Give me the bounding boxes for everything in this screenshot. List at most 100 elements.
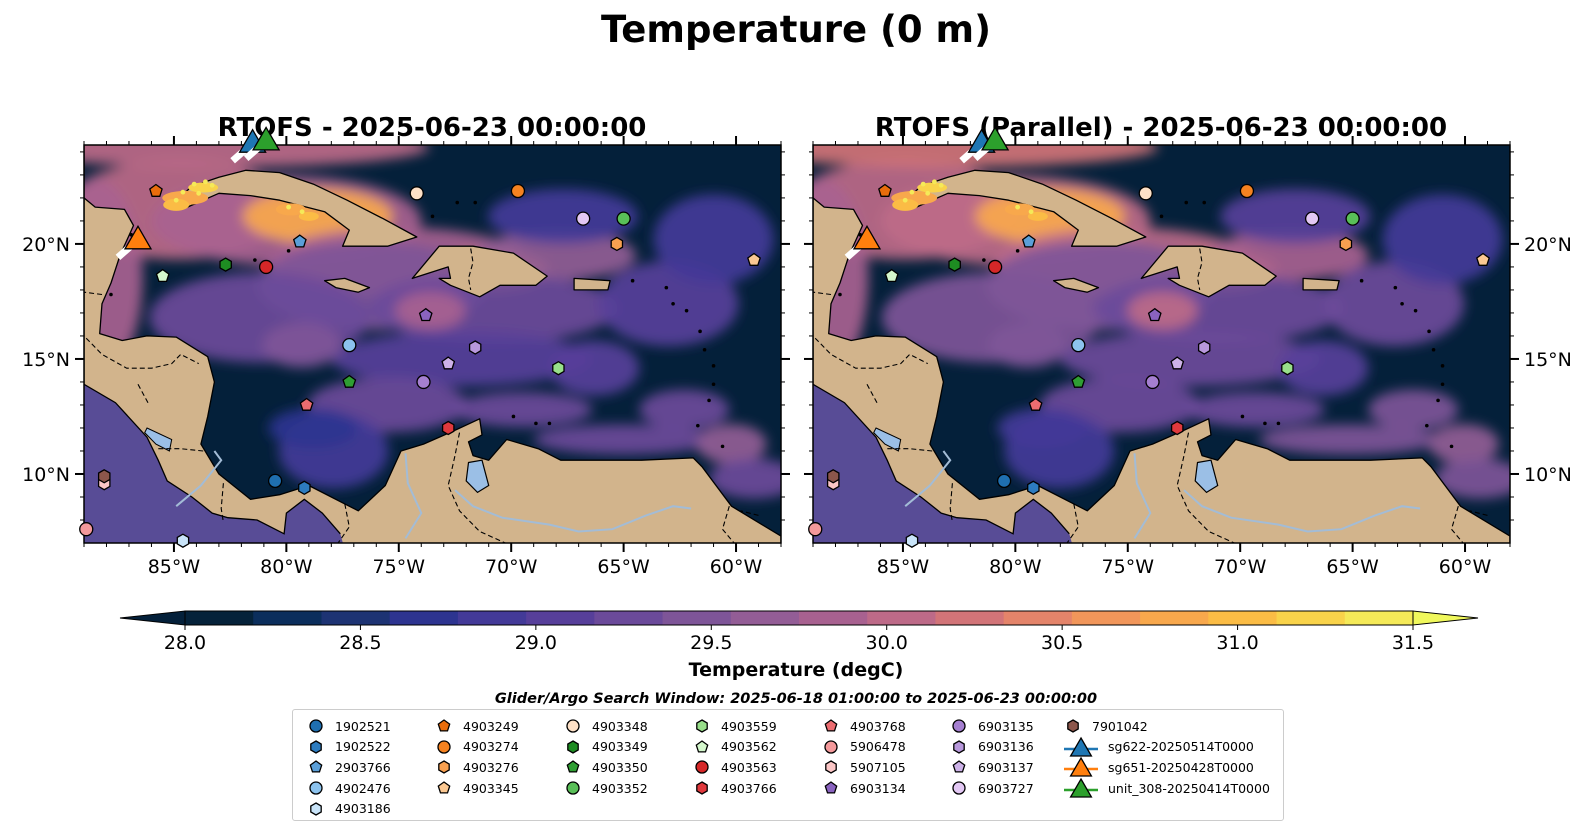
small-island — [720, 444, 725, 449]
legend-label: 4902476 — [335, 780, 391, 796]
jamaica — [323, 277, 371, 293]
legend-entry-1902522: 1902522 — [307, 737, 391, 758]
colorbar-cells — [119, 610, 1479, 626]
lagoon-hotspot — [932, 179, 937, 185]
small-island — [1202, 200, 1207, 205]
legend-label: 5907105 — [850, 759, 906, 775]
colorbar-cell — [526, 611, 595, 625]
legend-label: 6903134 — [850, 780, 906, 796]
hexagon-marker-icon — [696, 719, 708, 734]
axis-ticks: 85°W 80°W 75°W 70°W 65°W 60°W 10°N 15°N 20°N — [22, 136, 790, 578]
small-island — [711, 364, 716, 368]
legend-label: 6903136 — [978, 739, 1034, 755]
colorbar-cell — [935, 611, 1005, 625]
legend-column: 4903348 4903349 4903350 4903352 — [564, 716, 648, 798]
lagoon-hotspot — [163, 198, 190, 211]
small-island — [1240, 414, 1245, 419]
legend-marker — [309, 719, 323, 733]
country-border — [220, 483, 224, 523]
circle-marker-icon — [309, 719, 323, 733]
legend-entry-1902521: 1902521 — [307, 716, 391, 737]
temperature-patch — [395, 291, 466, 330]
float-4903768 — [1028, 397, 1043, 411]
legend-label: 4903352 — [592, 780, 648, 796]
country-border — [740, 510, 759, 516]
station-markers — [808, 126, 1490, 548]
small-island — [671, 301, 675, 306]
triangle-line-marker-icon — [1064, 736, 1098, 757]
float-4902476 — [342, 338, 357, 353]
float-6903136 — [1197, 340, 1211, 355]
circle-marker-icon — [309, 781, 323, 795]
circle-marker-icon — [566, 719, 580, 733]
float-6903135 — [416, 374, 431, 390]
float-1902522 — [1027, 480, 1040, 496]
legend-label: 4903768 — [850, 718, 906, 734]
cuba — [173, 169, 418, 247]
small-island — [1015, 249, 1020, 253]
axis-ticks: 85°W 80°W 75°W 70°W 65°W 60°W 10°N 15°N 20°N — [804, 136, 1572, 578]
lon-tick-label: 85°W — [148, 556, 201, 578]
country-border — [137, 384, 150, 406]
legend-label: 6903727 — [978, 780, 1034, 796]
colorbar-cell — [1003, 611, 1073, 625]
float-4902476 — [1071, 338, 1086, 353]
country-border — [337, 503, 350, 543]
legend-entry-6903137: 6903137 — [950, 757, 1034, 778]
small-island — [698, 329, 702, 334]
lake-maracaibo — [465, 459, 490, 494]
lon-tick-label: 65°W — [1326, 556, 1379, 578]
legend-marker — [1069, 736, 1093, 757]
lat-tick-label: 15°N — [1524, 349, 1572, 371]
lon-tick-label: 80°W — [989, 556, 1042, 578]
lagoon-hotspot — [1027, 211, 1048, 221]
float-4903249 — [149, 183, 163, 197]
lagoon-hotspot — [203, 179, 208, 185]
country-border — [1176, 432, 1236, 543]
float-6903137 — [441, 356, 456, 370]
river — [904, 450, 952, 507]
colorbar-tick-label: 31.5 — [1392, 632, 1434, 654]
legend-column: 4903249 4903274 4903276 4903345 — [435, 716, 519, 798]
legend-marker — [310, 740, 322, 754]
country-border — [1196, 248, 1203, 291]
legend-label: 5906478 — [850, 739, 906, 755]
legend-label: 4903766 — [721, 780, 777, 796]
lon-tick-label: 70°W — [1214, 556, 1267, 578]
legend-label: 4903249 — [463, 718, 519, 734]
small-island — [1400, 301, 1404, 306]
small-island — [534, 421, 538, 426]
float-1902521 — [267, 473, 283, 489]
legend-entry-6903134: 6903134 — [822, 778, 906, 799]
lagoon-hotspot — [299, 209, 305, 215]
lagoon-hotspot — [196, 190, 202, 196]
legend-entry-2903766: 2903766 — [307, 757, 391, 778]
float-4903562 — [884, 268, 899, 283]
legend-marker — [310, 801, 322, 816]
river — [404, 453, 423, 539]
float-4903559 — [552, 360, 565, 376]
legend-marker — [695, 760, 709, 775]
country-border — [467, 248, 474, 291]
float-4903562 — [155, 268, 170, 283]
legend-entry-4903766: 4903766 — [693, 778, 777, 799]
temperature-patch — [1368, 389, 1459, 430]
temperature-patch — [487, 188, 638, 244]
temperature-patch — [268, 407, 359, 448]
float-5906478 — [79, 522, 94, 537]
circle-marker-icon — [437, 740, 451, 754]
map-frame — [83, 144, 782, 544]
small-island — [1263, 421, 1267, 426]
lagoon-hotspot — [920, 181, 926, 187]
float-4903276 — [1339, 236, 1353, 252]
river — [1183, 489, 1421, 533]
glider-sg651-20250428T0000 — [852, 225, 882, 250]
hexagon-marker-icon — [438, 760, 450, 775]
temperature-patch — [1220, 188, 1371, 244]
legend-marker — [824, 740, 838, 754]
hexagon-marker-icon — [310, 801, 322, 816]
legend-marker — [566, 719, 580, 733]
temperature-patch — [331, 331, 592, 387]
legend-label: 4903276 — [463, 759, 519, 775]
legend-entry-sg651-20250428T0000: sg651-20250428T0000 — [1064, 757, 1270, 778]
